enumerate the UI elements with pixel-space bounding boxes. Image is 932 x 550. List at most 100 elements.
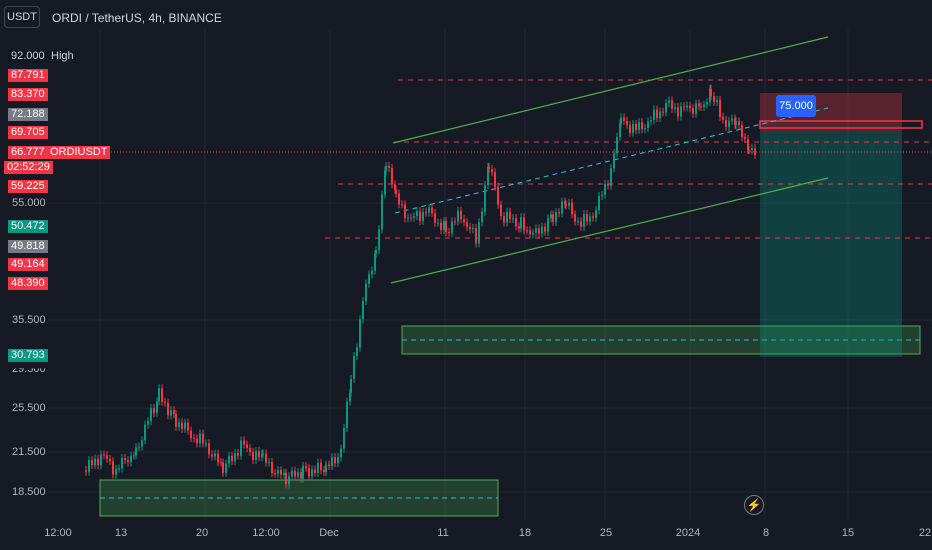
candle-body <box>106 455 108 460</box>
candle-body <box>555 212 557 222</box>
candle-body <box>308 467 310 477</box>
candle-body <box>431 207 433 214</box>
candle-body <box>138 446 140 448</box>
price-tag: 83.370 <box>8 88 48 101</box>
candle-body <box>518 226 520 229</box>
candle-body <box>586 214 588 222</box>
candle-body <box>285 472 287 485</box>
price-tag: 49.164 <box>8 258 48 271</box>
candle-body <box>547 218 549 232</box>
candle-body <box>677 107 679 117</box>
candle-body <box>662 111 664 113</box>
channel-midline <box>394 107 829 214</box>
candle-body <box>529 230 531 235</box>
candle-body <box>401 204 403 206</box>
symbol-selector-button[interactable]: USDT <box>4 6 40 28</box>
candle-body <box>754 148 756 156</box>
candle-body <box>538 228 540 234</box>
candle-body <box>121 458 123 469</box>
candle-body <box>394 184 396 190</box>
candle-body <box>552 214 554 222</box>
price-tag: 59.225 <box>8 180 48 193</box>
candle-body <box>692 108 694 114</box>
candle-body <box>716 99 718 102</box>
candle-body <box>619 123 621 137</box>
target-price-label[interactable]: 75.000 <box>776 95 816 117</box>
candle-body <box>632 123 634 133</box>
scale-label: 35.500 <box>12 314 46 326</box>
candle-body <box>268 461 270 463</box>
candle-body <box>297 472 299 477</box>
candle-body <box>395 189 397 194</box>
candle-body <box>328 464 330 466</box>
candle-body <box>202 433 204 444</box>
candle-body <box>258 451 260 458</box>
candle-body <box>454 221 456 223</box>
candle-body <box>680 106 682 117</box>
price-tag: 48.390 <box>8 277 48 290</box>
candle-body <box>135 447 137 456</box>
candle-body <box>653 109 655 121</box>
candle-body <box>647 121 649 129</box>
candle-body <box>91 460 93 466</box>
high-value-tag: 92.000 <box>8 50 48 63</box>
candle-body <box>381 194 383 230</box>
candle-body <box>683 106 685 108</box>
candle-body <box>265 453 267 463</box>
candle-body <box>719 99 721 117</box>
candle-body <box>494 172 496 187</box>
candle-body <box>466 222 468 227</box>
candle-body <box>214 453 216 457</box>
candle-body <box>398 193 400 205</box>
candle-body <box>440 222 442 231</box>
candle-body <box>541 226 543 234</box>
resistance-levels <box>325 79 932 239</box>
candle-body <box>407 217 409 219</box>
candle-body <box>178 422 180 427</box>
candle-body <box>353 356 355 379</box>
candle-body <box>300 472 302 479</box>
candle-body <box>595 210 597 218</box>
candle-body <box>668 100 670 104</box>
candle-body <box>362 301 364 320</box>
candle-body <box>574 214 576 222</box>
candle-body <box>550 214 552 219</box>
candle-body <box>437 222 439 224</box>
candle-body <box>598 195 600 211</box>
candle-body <box>644 128 646 130</box>
demand-zone-mid <box>401 325 921 355</box>
candle-body <box>291 470 293 477</box>
candle-body <box>173 410 175 415</box>
ascending-channel <box>390 36 829 284</box>
candle-body <box>592 216 594 218</box>
candle-body <box>147 421 149 425</box>
candle-body <box>583 214 585 227</box>
candle-body <box>112 461 114 475</box>
candle-body <box>323 470 325 473</box>
scale-label: 25.500 <box>12 402 46 414</box>
price-tag: 50.472 <box>8 220 48 233</box>
candle-body <box>167 402 169 416</box>
candle-body <box>410 217 412 219</box>
candle-body <box>368 274 370 284</box>
candle-body <box>193 438 195 440</box>
candle-body <box>127 460 129 463</box>
candle-body <box>175 414 177 427</box>
candle-body <box>199 433 201 444</box>
scale-label: 21.500 <box>12 446 46 458</box>
candles <box>85 84 756 489</box>
scale-label: 55.000 <box>12 197 46 209</box>
scale-label: 29.500 <box>12 363 46 375</box>
candle-body <box>211 454 213 457</box>
candle-body <box>118 468 120 470</box>
time-label: Dec <box>319 527 339 539</box>
candle-body <box>491 169 493 173</box>
candle-body <box>141 440 143 447</box>
candle-body <box>656 109 658 119</box>
candle-body <box>359 319 361 348</box>
candle-body <box>288 476 290 485</box>
candle-body <box>133 455 135 457</box>
lightning-icon[interactable]: ⚡ <box>744 495 764 515</box>
time-label: 20 <box>195 527 209 539</box>
